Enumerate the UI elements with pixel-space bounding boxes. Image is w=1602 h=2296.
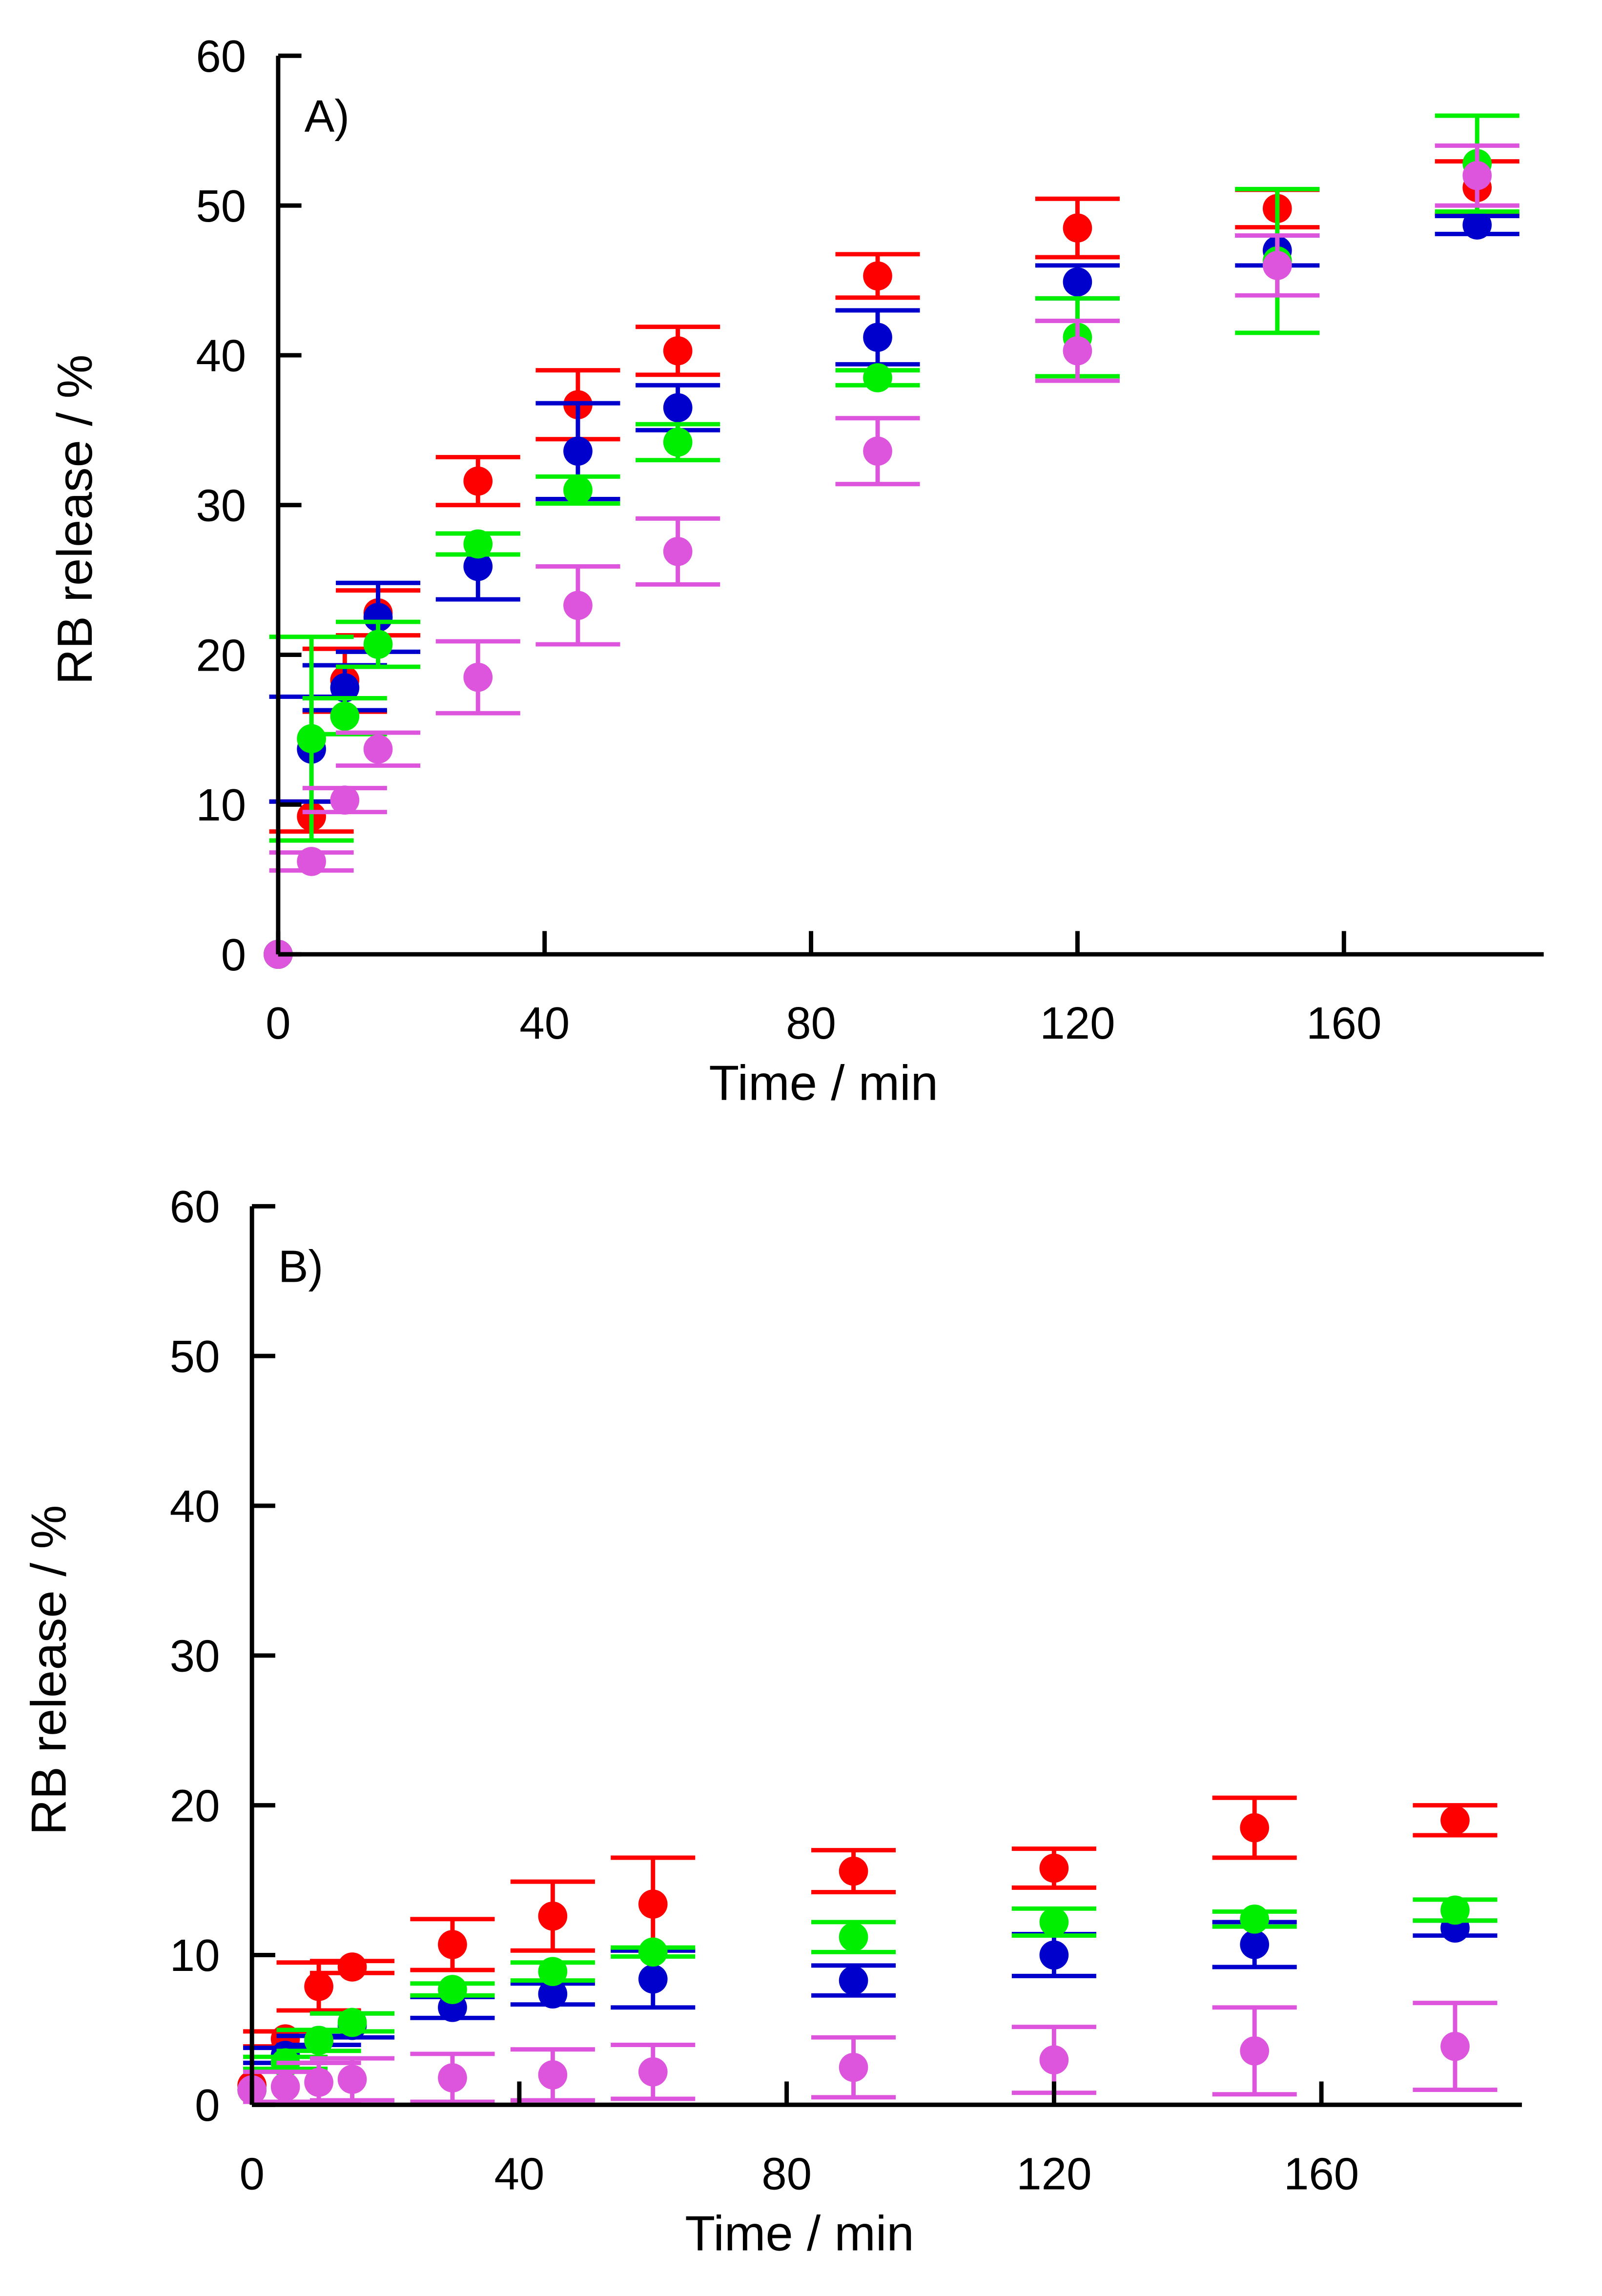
data-point (330, 701, 360, 731)
x-tick-label: 160 (1284, 2148, 1359, 2199)
data-point (438, 1930, 467, 1959)
data-point (839, 2052, 868, 2082)
y-tick-label: 0 (221, 929, 246, 980)
data-point (1039, 1907, 1069, 1937)
data-point (463, 466, 493, 496)
data-point (538, 2060, 568, 2090)
data-point (863, 363, 892, 392)
data-point (1240, 1930, 1270, 1959)
data-point (563, 436, 593, 466)
y-tick-label: 30 (196, 480, 246, 531)
data-point (638, 2057, 668, 2087)
y-tick-label: 30 (170, 1631, 220, 1681)
data-point (337, 1952, 367, 1982)
x-tick-label: 40 (519, 998, 570, 1048)
y-tick-label: 20 (196, 630, 246, 680)
y-tick-label: 50 (170, 1331, 220, 1382)
data-point (638, 1937, 668, 1967)
x-tick-label: 0 (239, 2148, 264, 2199)
y-tick-label: 60 (196, 31, 246, 82)
y-tick-label: 20 (170, 1780, 220, 1831)
data-point (863, 261, 892, 291)
y-axis-label: RB release / % (21, 1505, 76, 1835)
y-tick-label: 0 (195, 2080, 220, 2131)
x-tick-label: 0 (266, 998, 290, 1048)
data-point (363, 630, 393, 659)
y-tick-label: 40 (196, 330, 246, 381)
data-point (1039, 1940, 1069, 1970)
x-tick-label: 120 (1040, 998, 1115, 1048)
x-axis-label: Time / min (685, 2206, 914, 2261)
data-point (438, 2063, 467, 2092)
x-tick-label: 40 (494, 2148, 544, 2199)
panel-label: A) (305, 90, 349, 141)
y-axis-label: RB release / % (47, 354, 103, 685)
data-point (563, 475, 593, 505)
data-point (563, 591, 593, 620)
data-point (538, 1979, 568, 2009)
data-point (839, 1856, 868, 1886)
x-axis-label: Time / min (709, 1056, 938, 1111)
x-tick-label: 80 (786, 998, 836, 1048)
data-point (1240, 1813, 1270, 1843)
data-point (463, 529, 493, 559)
data-point (1440, 2031, 1470, 2061)
data-point (304, 2026, 333, 2055)
data-point (438, 1975, 467, 2004)
data-point (330, 785, 360, 815)
data-point (463, 662, 493, 692)
data-point (337, 2065, 367, 2094)
data-point (663, 428, 693, 457)
data-point (270, 2072, 300, 2102)
data-point (663, 537, 693, 566)
y-tick-label: 10 (196, 779, 246, 830)
data-point (1063, 267, 1092, 297)
data-point (1063, 213, 1092, 243)
data-point (1240, 1904, 1270, 1934)
data-point (538, 1901, 568, 1931)
y-tick-label: 60 (170, 1181, 220, 1232)
data-point (839, 1922, 868, 1952)
x-tick-label: 80 (761, 2148, 812, 2199)
data-point (363, 735, 393, 764)
data-point (1262, 250, 1292, 280)
data-point (1462, 161, 1492, 190)
data-point (363, 603, 393, 632)
panel-label: B) (278, 1241, 323, 1292)
data-point (297, 724, 326, 754)
data-point (1039, 1853, 1069, 1883)
data-point (1462, 210, 1492, 240)
y-tick-label: 50 (196, 181, 246, 231)
y-tick-label: 40 (170, 1481, 220, 1532)
data-point (638, 1889, 668, 1919)
x-tick-label: 160 (1306, 998, 1381, 1048)
data-point (1440, 1805, 1470, 1835)
data-point (337, 2008, 367, 2037)
data-point (304, 1972, 333, 2001)
data-point (1240, 2036, 1270, 2066)
data-point (663, 336, 693, 366)
data-point (538, 1957, 568, 1987)
data-point (663, 393, 693, 423)
x-tick-label: 120 (1016, 2148, 1091, 2199)
data-point (304, 2068, 333, 2097)
data-point (297, 847, 326, 876)
data-point (1440, 1895, 1470, 1925)
data-point (1039, 2045, 1069, 2075)
data-point (463, 552, 493, 581)
data-point (863, 323, 892, 352)
data-point (839, 1966, 868, 1995)
data-point (863, 436, 892, 466)
data-point (638, 1964, 668, 1994)
data-point (1063, 336, 1092, 366)
data-point (330, 673, 360, 702)
y-tick-label: 10 (170, 1930, 220, 1981)
